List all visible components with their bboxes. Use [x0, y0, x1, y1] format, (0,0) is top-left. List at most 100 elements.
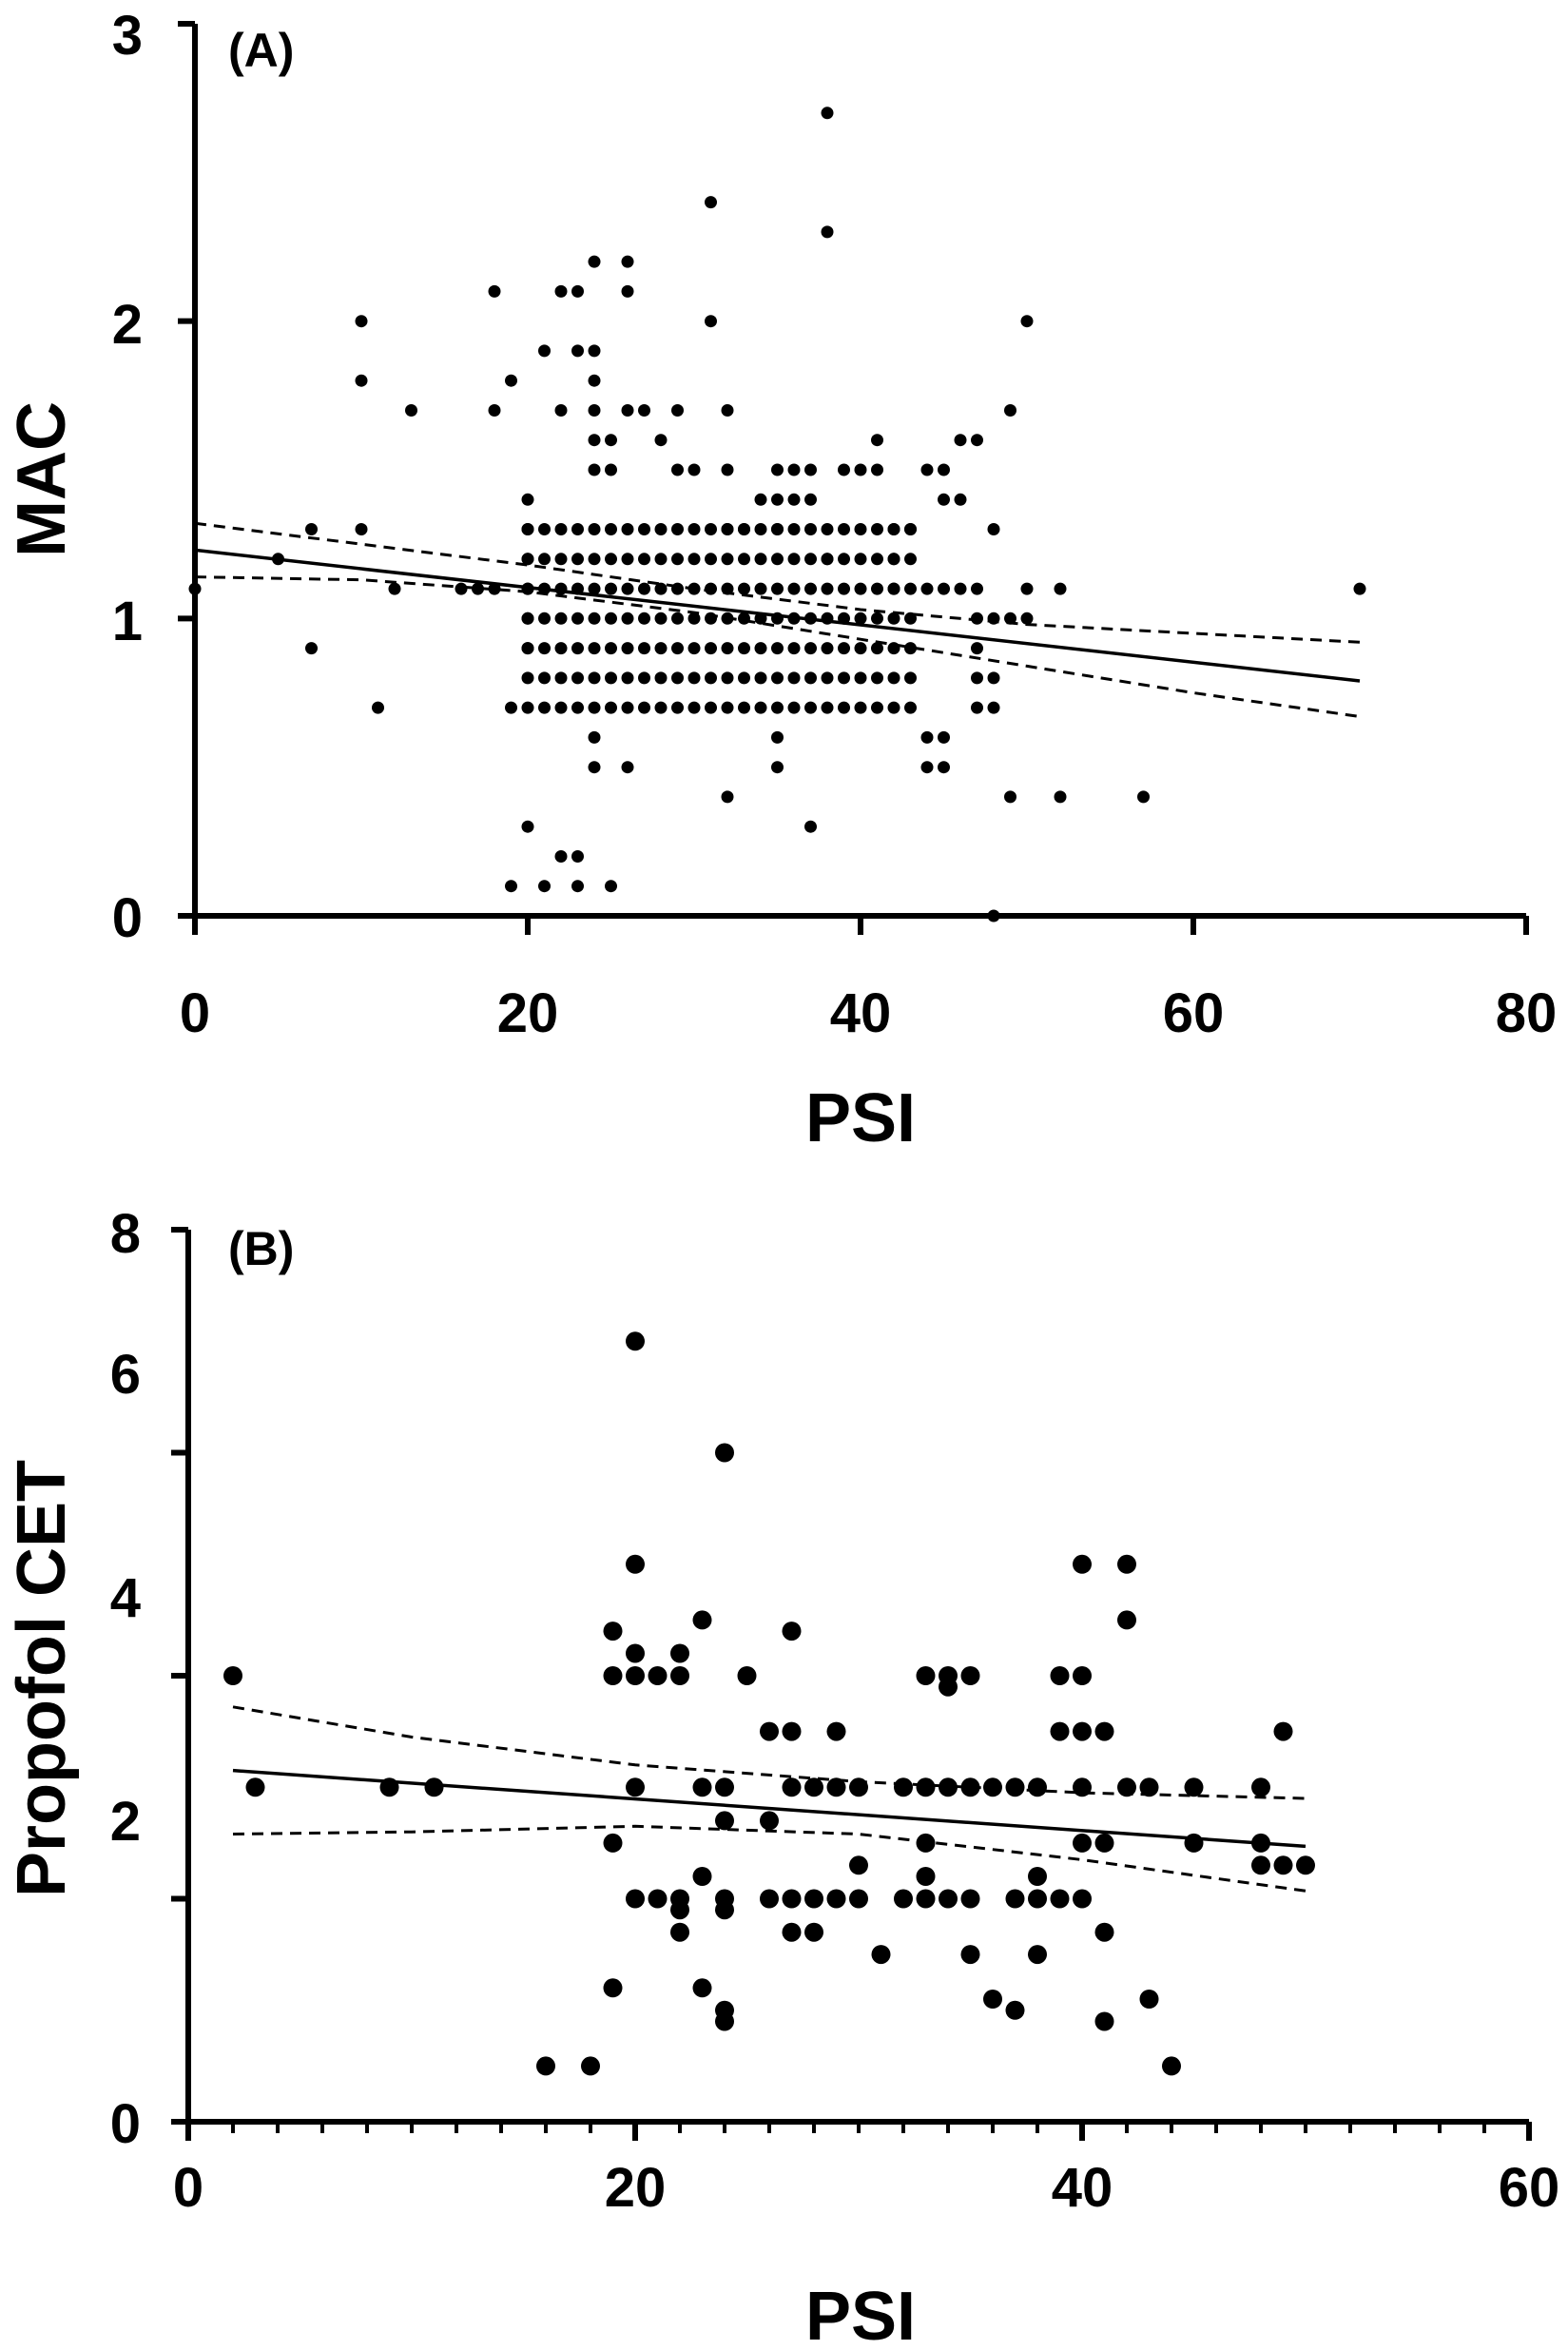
- panel-a-point: [554, 553, 568, 566]
- panel-a-point: [705, 671, 717, 685]
- panel-a-point: [887, 701, 900, 714]
- panel-a-point: [738, 642, 750, 655]
- panel-a-point: [687, 701, 701, 714]
- panel-a-point: [588, 404, 601, 417]
- panel-a-point: [821, 582, 834, 595]
- panel-a-point: [638, 612, 650, 625]
- panel-a-point: [971, 701, 983, 714]
- panel-a-point: [721, 671, 734, 685]
- panel-a-point: [538, 344, 551, 358]
- panel-a-point: [887, 642, 900, 655]
- panel-a-point: [554, 642, 568, 655]
- panel-a-point: [754, 523, 767, 535]
- panel-a-point: [721, 404, 734, 417]
- panel-a-point: [554, 671, 568, 685]
- panel-a-point: [687, 671, 701, 685]
- panel-b-y-tick-label: 4: [110, 1567, 141, 1629]
- panel-b-point: [983, 1990, 1002, 2009]
- panel-a-point: [571, 701, 584, 714]
- panel-b-point: [626, 1554, 645, 1574]
- panel-a-point: [571, 553, 584, 566]
- panel-a-point: [571, 582, 584, 595]
- panel-a-point: [1020, 582, 1034, 595]
- panel-a-point: [771, 701, 784, 714]
- panel-b-point: [916, 1833, 936, 1853]
- panel-a-point: [472, 582, 484, 595]
- panel-b-point: [603, 1622, 623, 1641]
- panel-a-ci-upper: [194, 521, 1361, 644]
- panel-a-point: [488, 284, 501, 298]
- panel-b-x-axis-title: PSI: [805, 2279, 916, 2350]
- panel-a-point: [571, 523, 584, 535]
- panel-b-point: [1184, 1833, 1204, 1853]
- panel-a-point: [621, 553, 634, 566]
- panel-a-point: [588, 374, 601, 387]
- panel-a-point: [804, 553, 817, 566]
- panel-b-point: [1028, 1889, 1047, 1909]
- panel-b-point: [692, 1610, 712, 1630]
- panel-a-marks: [178, 21, 1529, 935]
- panel-b-point: [715, 1443, 734, 1463]
- panel-a-point: [754, 642, 767, 655]
- panel-b-point: [1005, 1777, 1025, 1797]
- panel-a-point: [671, 642, 684, 655]
- panel-a-point: [721, 790, 734, 804]
- panel-a-point: [671, 701, 684, 714]
- panel-a-point: [605, 671, 617, 685]
- panel-a-point: [554, 850, 568, 863]
- panel-a-point: [538, 701, 551, 714]
- panel-a-point: [771, 730, 784, 744]
- panel-a-point: [272, 553, 284, 566]
- panel-a-point: [1020, 612, 1034, 625]
- panel-a-point: [538, 671, 551, 685]
- panel-a-point: [521, 612, 534, 625]
- panel-a-point: [971, 612, 983, 625]
- panel-a-point: [938, 463, 950, 476]
- panel-b-point: [1073, 1777, 1092, 1797]
- panel-a-point: [754, 553, 767, 566]
- panel-a-point: [538, 880, 551, 893]
- panel-a-point: [754, 671, 767, 685]
- panel-a-point: [754, 582, 767, 595]
- panel-a-point: [571, 344, 584, 358]
- panel-a-point: [721, 582, 734, 595]
- panel-b-point: [670, 1922, 689, 1942]
- panel-a-point: [554, 523, 568, 535]
- panel-a-point: [1137, 790, 1150, 804]
- panel-b-point: [1094, 1922, 1114, 1942]
- panel-b-point: [1117, 1610, 1136, 1630]
- panel-a-point: [838, 463, 850, 476]
- panel-b-point: [960, 1777, 980, 1797]
- panel-b-point: [670, 1900, 689, 1920]
- panel-a-y-axis-title: MAC: [4, 401, 80, 557]
- panel-a-point: [804, 701, 817, 714]
- panel-b-point: [871, 1945, 891, 1965]
- panel-a-point: [854, 523, 867, 535]
- panel-a-point: [705, 196, 717, 209]
- panel-b-point: [245, 1777, 265, 1797]
- panel-a-point: [571, 612, 584, 625]
- panel-a-point: [787, 463, 801, 476]
- panel-b-y-axis-title: Propofol CET: [4, 1460, 80, 1897]
- panel-a-point: [954, 434, 967, 447]
- panel-a-point: [838, 671, 850, 685]
- panel-a-point: [787, 671, 801, 685]
- panel-b-point: [916, 1777, 936, 1797]
- panel-b-regression-line: [232, 1768, 1307, 1849]
- panel-b-point: [715, 1811, 734, 1831]
- panel-b-ci-upper: [232, 1705, 1307, 1800]
- panel-b-point: [782, 1922, 802, 1942]
- panel-a-point: [621, 642, 634, 655]
- panel-a-point: [705, 553, 717, 566]
- panel-a-point: [1004, 612, 1016, 625]
- panel-a-point: [705, 642, 717, 655]
- panel-a-point: [721, 523, 734, 535]
- panel-a-point: [505, 701, 517, 714]
- panel-a-point: [538, 582, 551, 595]
- panel-a-point: [621, 255, 634, 268]
- panel-b-point: [760, 1811, 779, 1831]
- panel-a-point: [871, 523, 883, 535]
- panel-a-point: [971, 434, 983, 447]
- panel-b-y-tick-label: 8: [110, 1203, 141, 1265]
- panel-b-point: [894, 1777, 913, 1797]
